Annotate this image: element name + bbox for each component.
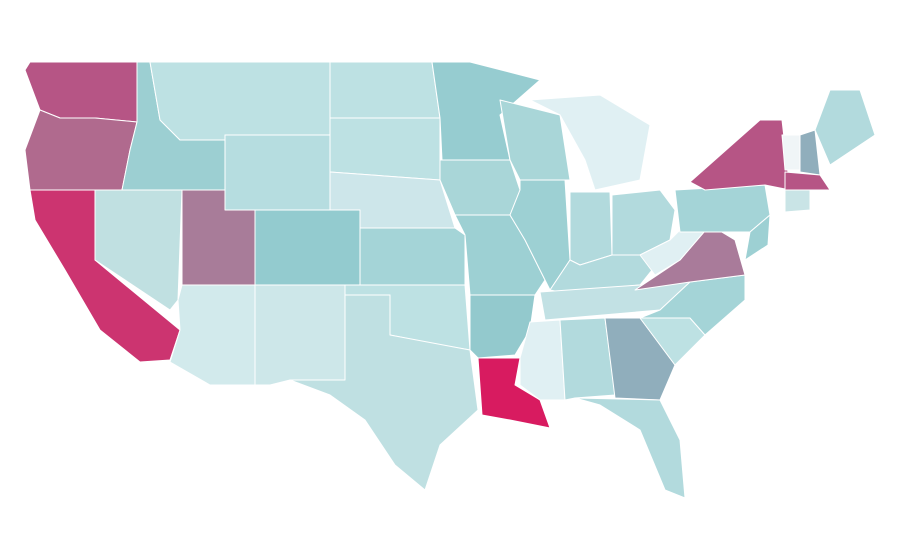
region bbox=[519, 319, 566, 401]
region bbox=[431, 61, 541, 161]
region bbox=[24, 109, 138, 191]
region bbox=[814, 89, 876, 166]
region bbox=[784, 171, 831, 191]
region bbox=[689, 119, 791, 191]
region bbox=[329, 117, 441, 181]
region bbox=[254, 284, 346, 386]
region bbox=[529, 94, 651, 191]
region bbox=[799, 129, 821, 176]
region bbox=[439, 159, 521, 216]
region bbox=[784, 189, 811, 213]
region bbox=[289, 294, 479, 491]
region bbox=[224, 134, 331, 211]
region bbox=[509, 179, 571, 291]
region bbox=[744, 214, 771, 261]
region bbox=[781, 134, 801, 171]
region bbox=[254, 209, 361, 286]
region bbox=[149, 61, 331, 141]
region bbox=[569, 191, 613, 266]
region bbox=[674, 184, 771, 233]
region bbox=[574, 397, 686, 499]
region bbox=[169, 284, 256, 386]
region bbox=[469, 294, 536, 359]
region bbox=[559, 317, 616, 401]
region bbox=[359, 227, 466, 286]
region bbox=[329, 61, 441, 119]
region bbox=[604, 317, 676, 401]
region bbox=[477, 357, 551, 429]
